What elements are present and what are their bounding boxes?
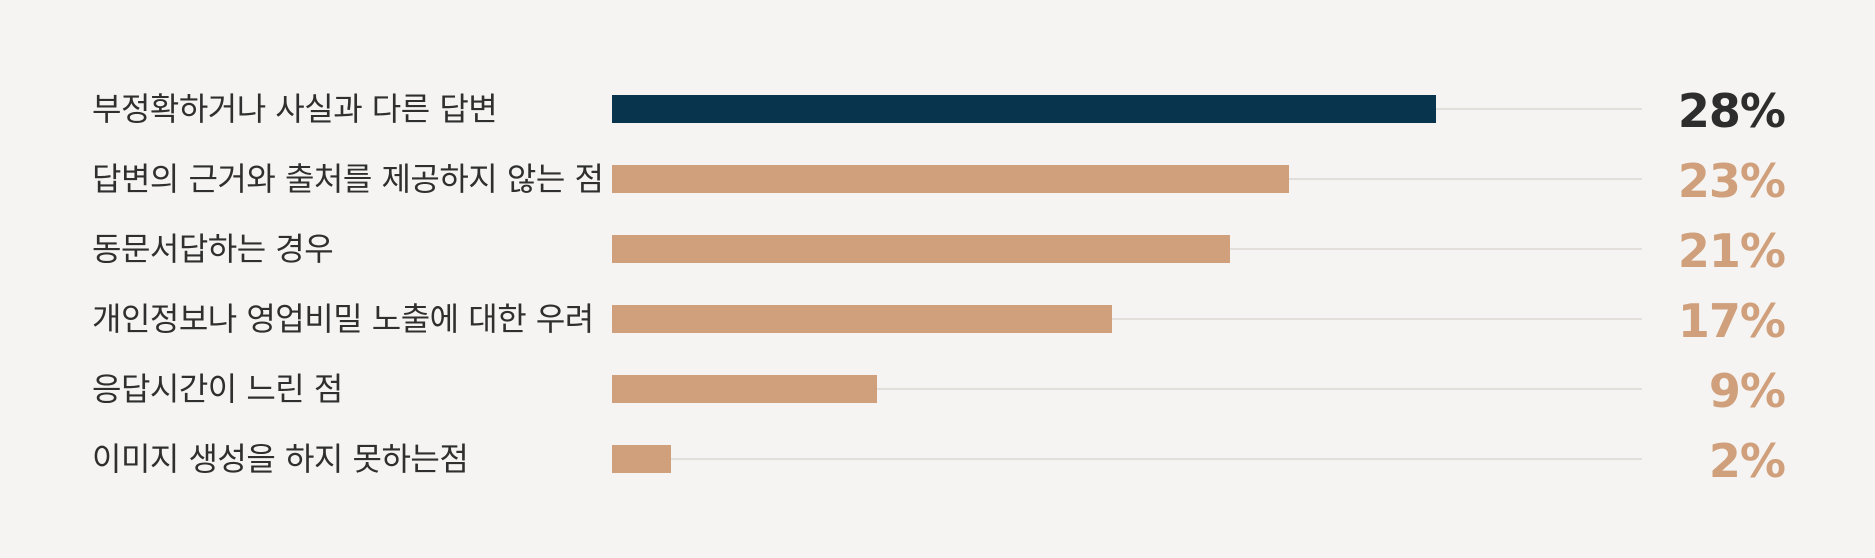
bar	[612, 375, 877, 403]
bar	[612, 445, 671, 473]
category-label: 답변의 근거와 출처를 제공하지 않는 점	[92, 160, 604, 198]
bar-track	[612, 388, 1642, 390]
bar	[612, 305, 1113, 333]
category-label: 동문서답하는 경우	[92, 230, 334, 268]
value-label: 9%	[1708, 364, 1786, 418]
bar	[612, 95, 1436, 123]
value-label: 21%	[1677, 224, 1786, 278]
bar	[612, 235, 1230, 263]
bar-track	[612, 318, 1642, 320]
category-label: 이미지 생성을 하지 못하는점	[92, 440, 469, 478]
bar-track	[612, 458, 1642, 460]
category-label: 응답시간이 느린 점	[92, 370, 343, 408]
category-label: 개인정보나 영업비밀 노출에 대한 우려	[92, 300, 594, 338]
value-label: 28%	[1677, 84, 1786, 138]
value-label: 17%	[1677, 294, 1786, 348]
value-label: 2%	[1708, 434, 1786, 488]
value-label: 23%	[1677, 154, 1786, 208]
bar	[612, 165, 1289, 193]
category-label: 부정확하거나 사실과 다른 답변	[92, 90, 498, 128]
